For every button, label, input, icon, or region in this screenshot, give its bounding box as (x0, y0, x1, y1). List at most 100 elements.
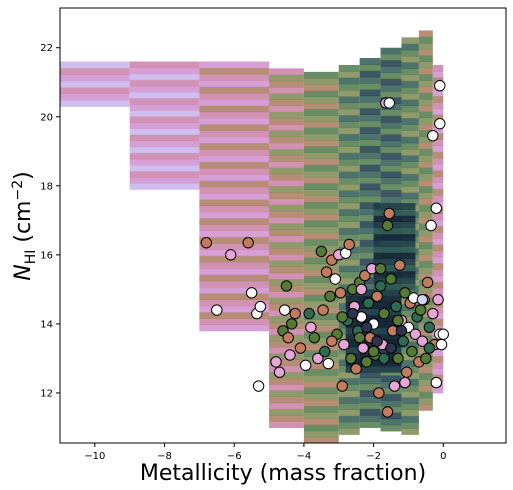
data-point (406, 345, 418, 358)
density-cell (269, 223, 304, 230)
data-point (420, 352, 432, 365)
density-cell (199, 218, 270, 225)
data-point (336, 380, 348, 392)
density-cell (359, 396, 381, 403)
density-cell (303, 146, 339, 153)
density-cell (199, 124, 270, 131)
density-cell (338, 146, 360, 154)
density-cell (269, 247, 304, 255)
density-cell (432, 225, 444, 233)
density-cell (380, 183, 402, 191)
data-point (373, 387, 385, 399)
density-cell (269, 421, 304, 428)
data-point (430, 202, 443, 214)
density-cell (338, 108, 360, 116)
density-cell (359, 76, 381, 84)
density-cell (418, 161, 433, 168)
density-cell (60, 99, 130, 107)
density-cell (338, 171, 360, 179)
density-cell (432, 126, 444, 134)
data-point (378, 307, 390, 320)
data-point (299, 359, 312, 372)
density-cell (380, 140, 402, 148)
data-point (353, 332, 366, 344)
density-cell (338, 183, 360, 191)
data-point (303, 307, 315, 320)
density-cell (432, 71, 444, 78)
density-cell (373, 283, 416, 290)
density-cell (338, 90, 360, 97)
density-cell (432, 114, 444, 122)
density-cell (338, 428, 360, 435)
density-cell (269, 74, 304, 82)
density-cell (303, 90, 339, 98)
density-cell (418, 86, 433, 94)
density-cell (418, 366, 433, 374)
density-cell (303, 226, 339, 234)
density-cell (199, 274, 270, 282)
density-cell (303, 337, 339, 345)
density-cell (129, 73, 200, 81)
density-cell (359, 202, 381, 209)
density-cell (380, 418, 402, 426)
density-cell (269, 186, 304, 193)
density-cell (432, 108, 444, 115)
density-cell (359, 383, 381, 391)
density-cell (380, 400, 402, 407)
density-cell (401, 384, 419, 392)
data-point (312, 352, 324, 365)
x-tick-label: −10 (84, 451, 105, 462)
density-cell (418, 285, 433, 293)
density-cell (359, 258, 381, 266)
density-cell (338, 177, 360, 185)
density-cell (199, 186, 270, 194)
density-cell (359, 139, 381, 147)
density-cell (359, 283, 381, 291)
density-cell (359, 151, 381, 159)
density-cell (199, 99, 270, 106)
density-cell (401, 74, 419, 82)
density-cell (199, 111, 270, 119)
density-cell (418, 254, 433, 262)
density-cell (129, 171, 200, 178)
data-point (414, 304, 427, 316)
density-cell (401, 80, 419, 88)
data-point (315, 245, 328, 258)
density-cell (303, 78, 339, 85)
density-cell (418, 80, 433, 87)
density-cell (373, 203, 416, 210)
data-point (388, 380, 401, 392)
density-cell (401, 37, 419, 45)
data-point (357, 342, 369, 354)
density-cell (432, 349, 444, 357)
density-cell (129, 183, 200, 190)
density-cell (338, 390, 360, 398)
density-cell (401, 310, 419, 318)
data-point (324, 290, 336, 302)
density-cell (338, 64, 360, 72)
density-cell (359, 252, 381, 259)
density-cell (269, 192, 304, 199)
data-point (359, 269, 371, 282)
density-cell (359, 377, 381, 385)
density-cell (269, 377, 304, 385)
y-axis-ticks: 12 14 16 18 20 22 (40, 43, 60, 399)
density-cell (418, 179, 433, 187)
density-cell (401, 111, 419, 119)
density-cell (432, 262, 444, 270)
data-point (437, 328, 449, 340)
density-cell (269, 254, 304, 261)
density-cell (269, 415, 304, 422)
density-cell (269, 260, 304, 268)
density-cell (401, 161, 419, 169)
density-cell (129, 152, 200, 160)
density-cell (269, 179, 304, 187)
y-tick-label: 12 (40, 388, 53, 399)
data-point (284, 349, 296, 361)
density-cell (418, 186, 433, 193)
density-cell (129, 177, 200, 184)
density-cell (380, 189, 402, 197)
density-cell (432, 194, 444, 202)
density-cell (418, 142, 433, 150)
density-cell (199, 261, 270, 269)
